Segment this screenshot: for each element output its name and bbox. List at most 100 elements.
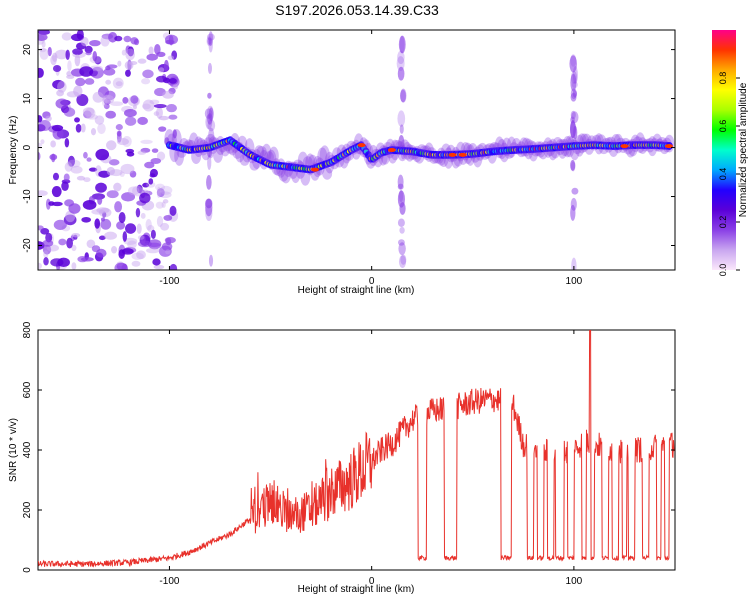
noise-blob: [153, 264, 165, 270]
noise-blob: [103, 231, 118, 240]
noise-blob: [172, 129, 177, 139]
y-tick-label: 0: [22, 567, 33, 573]
noise-blob: [156, 151, 166, 161]
noise-blob: [55, 98, 69, 109]
x-tick-label: -100: [159, 276, 179, 287]
noise-blob: [95, 182, 107, 193]
noise-blob: [96, 248, 107, 258]
noise-blob: [51, 124, 64, 132]
noise-blob: [42, 244, 52, 255]
noise-blob: [125, 48, 135, 61]
noise-blob: [153, 103, 167, 109]
noise-blob: [95, 148, 110, 161]
spectrogram-y-label: Frequency (Hz): [8, 116, 19, 185]
noise-blob: [144, 161, 155, 169]
noise-blob: [124, 60, 134, 70]
noise-blob: [38, 33, 48, 41]
y-tick-label: -10: [22, 189, 33, 204]
noise-blob: [163, 215, 173, 221]
ridge-halo: [297, 151, 308, 169]
streak-blob: [207, 62, 212, 75]
streak-blob: [207, 154, 212, 170]
noise-blob: [80, 123, 86, 133]
ridge-hotspot: [458, 152, 467, 157]
streak-blob: [206, 36, 213, 47]
x-tick-label: 0: [369, 276, 375, 287]
noise-blob: [97, 123, 106, 135]
noise-blob: [116, 221, 126, 230]
noise-blob: [125, 69, 131, 77]
noise-blob: [165, 249, 171, 255]
noise-blob: [74, 54, 81, 67]
noise-blob: [166, 104, 177, 113]
noise-blob: [140, 139, 153, 144]
noise-blob: [80, 36, 89, 47]
streak-blob: [570, 161, 576, 172]
ridge-halo: [261, 143, 272, 164]
noise-blob: [97, 195, 103, 205]
x-tick-label: -100: [159, 576, 179, 587]
noise-blob: [105, 79, 112, 85]
noise-blob: [123, 35, 132, 43]
colorbar-tick-label: 0.2: [718, 216, 728, 229]
streak-blob: [207, 92, 212, 99]
noise-blob: [158, 115, 170, 121]
ridge-halo: [212, 145, 223, 163]
noise-blob: [64, 137, 70, 148]
noise-blob: [156, 215, 164, 228]
ridge-hotspot: [311, 167, 320, 172]
streak-blob: [571, 257, 577, 270]
streak-blob: [570, 159, 576, 171]
noise-blob: [115, 81, 123, 87]
noise-blob: [127, 46, 135, 57]
snr-x-label: Height of straight line (km): [298, 584, 415, 595]
noise-blob: [52, 65, 62, 72]
noise-blob: [128, 186, 140, 196]
noise-blob: [112, 77, 124, 89]
y-tick-label: 800: [22, 321, 33, 338]
noise-blob: [66, 237, 73, 249]
streak-blob: [400, 89, 406, 103]
noise-blob: [121, 49, 127, 56]
noise-blob: [154, 43, 161, 55]
noise-blob: [52, 172, 60, 181]
noise-blob: [131, 252, 144, 260]
noise-blob: [156, 188, 165, 198]
ridge-hotspot: [448, 152, 457, 157]
streak-blob: [398, 35, 406, 54]
noise-blob: [42, 239, 54, 247]
noise-blob: [45, 115, 52, 122]
spectrogram-x-label: Height of straight line (km): [298, 285, 415, 296]
noise-blob: [76, 30, 84, 40]
noise-blob: [110, 101, 124, 107]
noise-blob: [132, 104, 137, 110]
noise-blob: [63, 173, 70, 182]
noise-blob: [133, 38, 140, 46]
noise-blob: [38, 262, 43, 269]
x-tick-label: 100: [566, 576, 583, 587]
streak-blob: [398, 255, 407, 268]
noise-blob: [129, 170, 137, 178]
noise-blob: [38, 142, 43, 148]
noise-blob: [58, 238, 67, 246]
streak-blob: [571, 81, 578, 89]
noise-blob: [94, 218, 101, 229]
noise-blob: [106, 190, 119, 199]
streak-blob: [570, 116, 575, 124]
noise-blob: [114, 35, 123, 42]
noise-blob: [66, 71, 72, 77]
noise-blob: [148, 46, 154, 55]
noise-blob: [123, 237, 138, 245]
snr-y-label: SNR (10 * v/v): [8, 418, 19, 482]
snr-panel: -100 0 100 0 200 400 600 800 Height of straigh…: [8, 321, 676, 595]
noise-blob: [43, 250, 49, 258]
noise-blob: [38, 120, 51, 131]
noise-blob: [169, 205, 177, 216]
noise-blob: [126, 151, 135, 157]
noise-blob: [141, 78, 151, 85]
noise-blob: [47, 46, 52, 57]
noise-blob: [71, 233, 81, 238]
noise-blob: [142, 103, 151, 110]
streak-blob: [397, 174, 404, 190]
